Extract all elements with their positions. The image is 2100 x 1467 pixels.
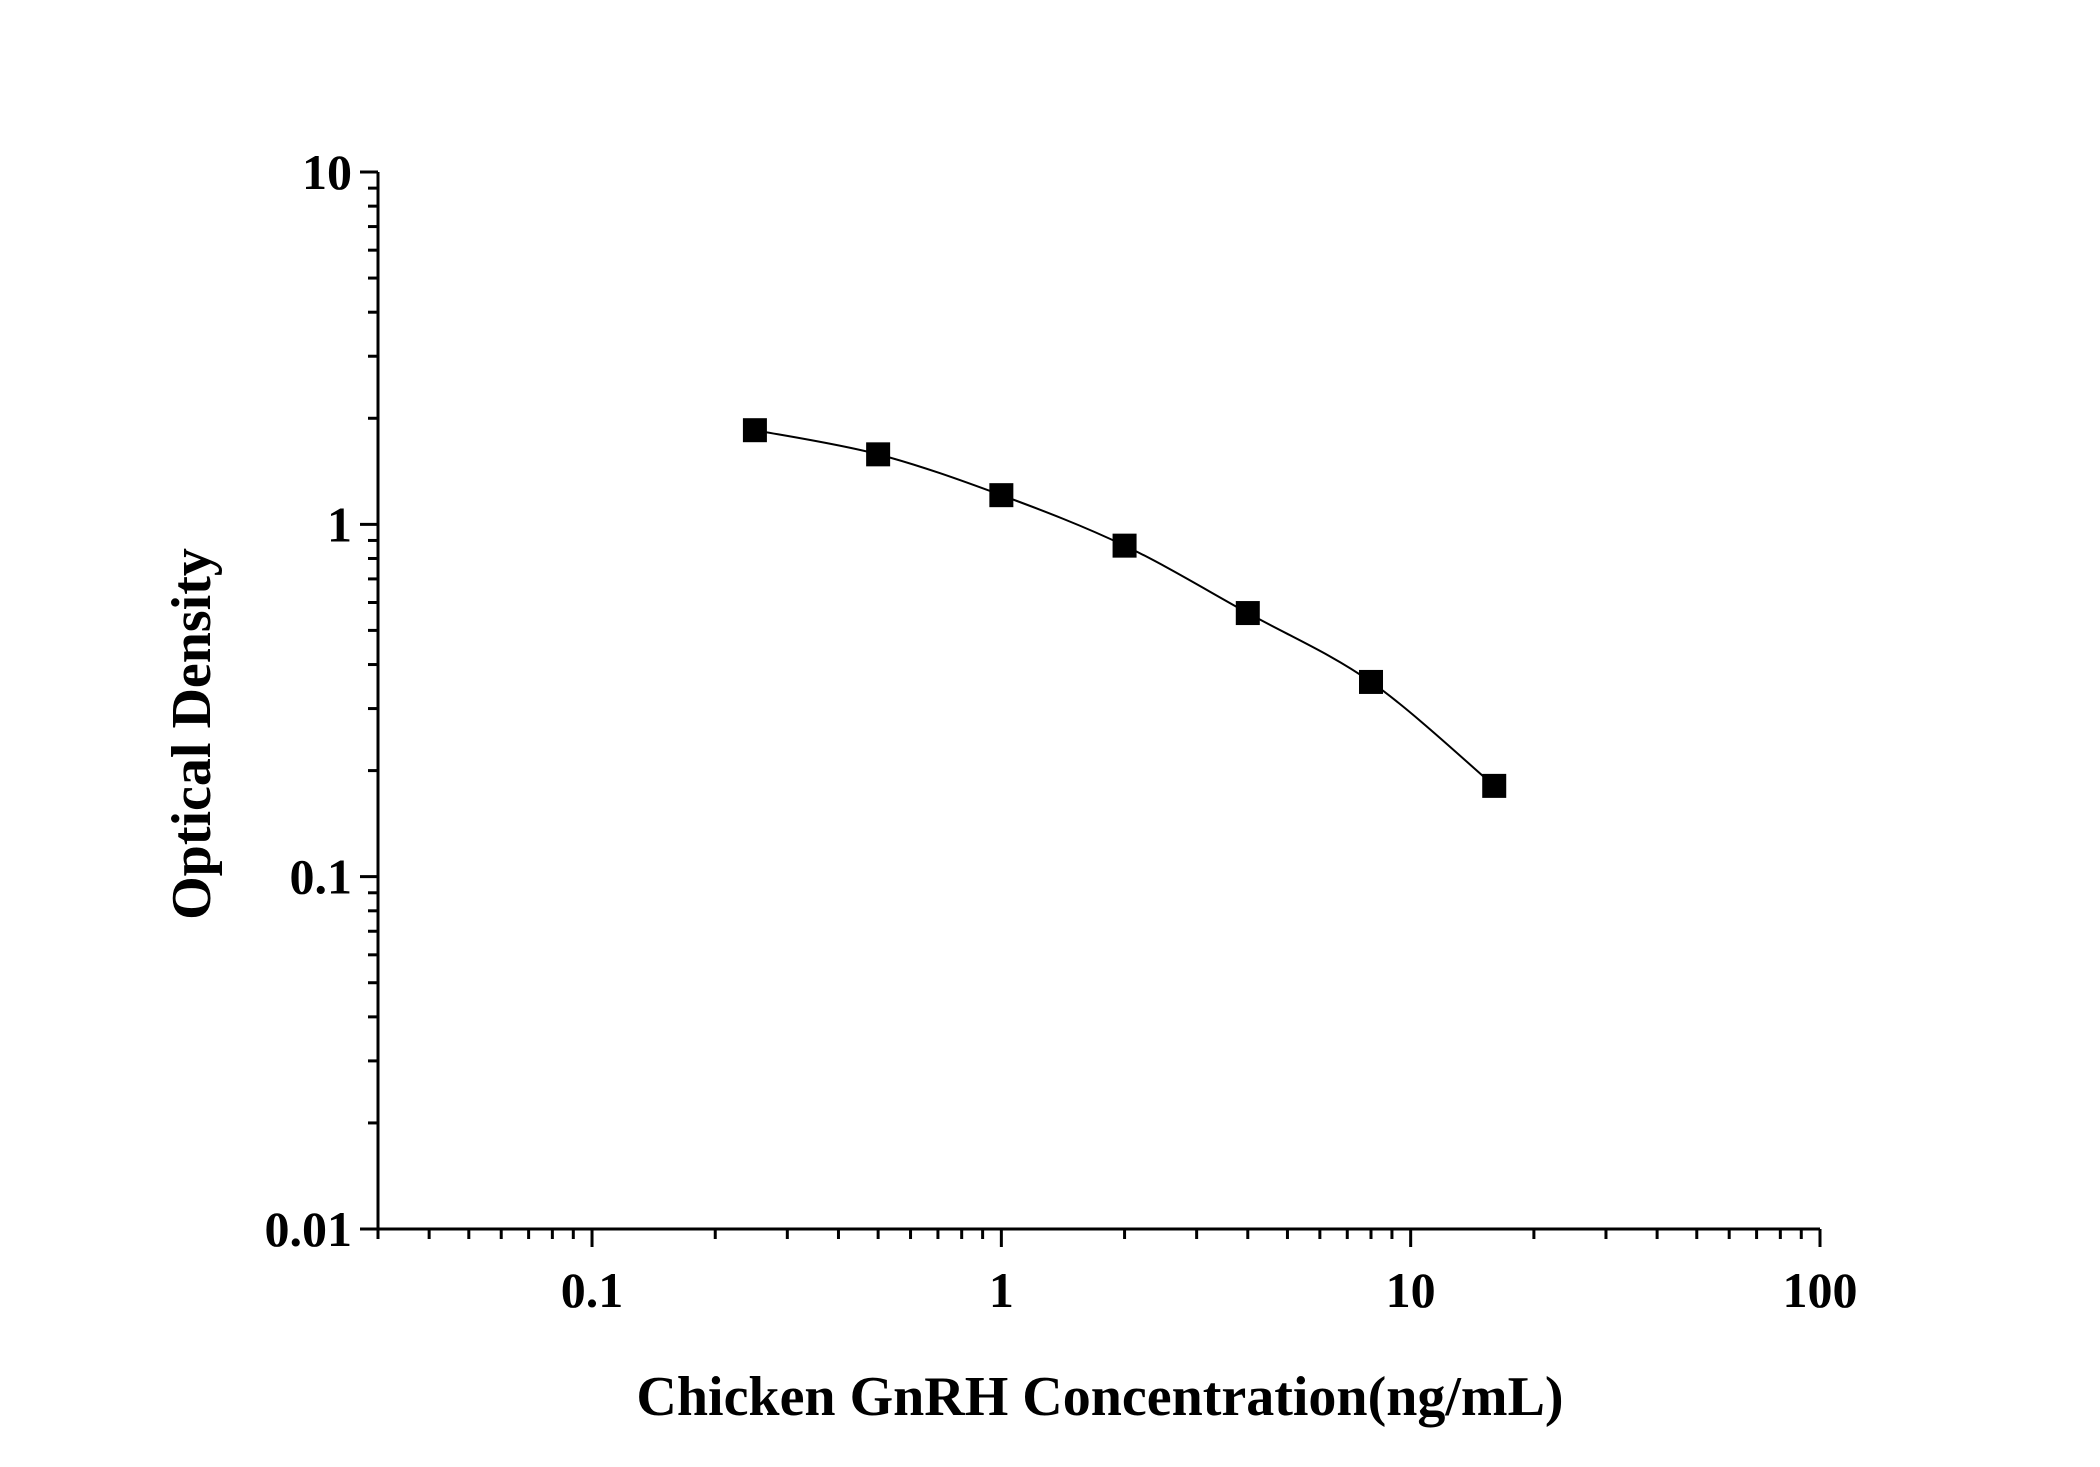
x-tick-label: 1 xyxy=(989,1262,1014,1318)
series-layer xyxy=(742,418,1507,798)
data-point xyxy=(1112,533,1137,558)
axes xyxy=(376,172,1820,1231)
y-tick-label: 10 xyxy=(302,144,352,200)
x-tick-label: 100 xyxy=(1783,1262,1858,1318)
data-point xyxy=(866,442,891,467)
series-line xyxy=(754,429,1495,787)
y-axis-title: Optical Density xyxy=(161,548,223,920)
y-axis-ticks: 0.01 0.1 1 10 xyxy=(265,144,378,1257)
data-point xyxy=(1235,601,1260,626)
data-point xyxy=(742,418,767,443)
y-tick-label: 0.01 xyxy=(265,1201,353,1257)
x-tick-label: 10 xyxy=(1386,1262,1436,1318)
y-tick-label: 1 xyxy=(327,496,352,552)
x-axis-title: Chicken GnRH Concentration(ng/mL) xyxy=(636,1366,1563,1428)
data-point xyxy=(989,483,1014,508)
x-axis-ticks: 0.1 1 10 100 xyxy=(376,1229,1858,1318)
y-tick-label: 0.1 xyxy=(290,849,353,905)
data-point xyxy=(1482,773,1507,798)
data-point xyxy=(1359,669,1384,694)
x-tick-label: 0.1 xyxy=(561,1262,624,1318)
